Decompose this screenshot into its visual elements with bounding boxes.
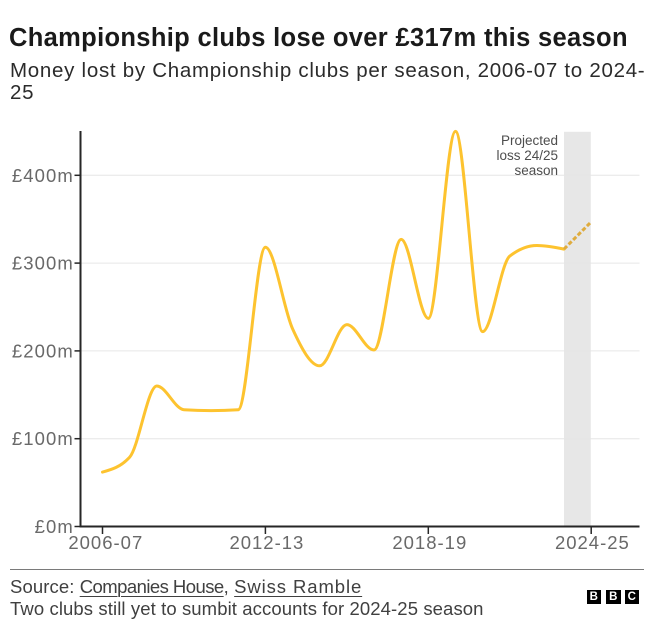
svg-text:£100m: £100m <box>12 428 74 449</box>
svg-text:£300m: £300m <box>12 253 74 274</box>
svg-text:2024-25: 2024-25 <box>555 532 630 553</box>
svg-text:2006-07: 2006-07 <box>68 532 143 553</box>
svg-text:£200m: £200m <box>12 340 74 361</box>
svg-text:2018-19: 2018-19 <box>392 532 467 553</box>
svg-text:2012-13: 2012-13 <box>229 532 304 553</box>
svg-text:£400m: £400m <box>12 165 74 186</box>
svg-text:£0m: £0m <box>35 516 74 537</box>
